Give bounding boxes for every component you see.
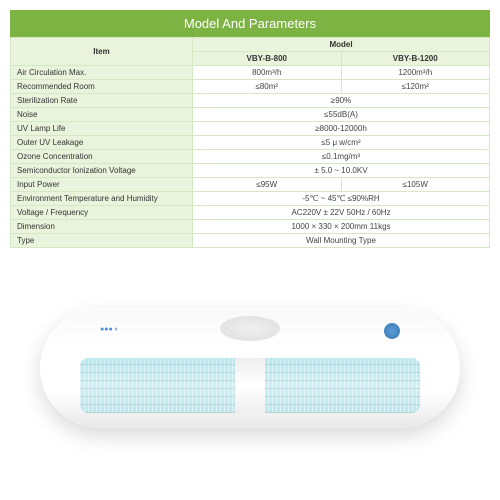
row-value-1: 800m³/h [193,66,341,80]
row-value: AC220V ± 22V 50Hz / 60Hz [193,206,490,220]
row-value-2: ≤105W [341,178,490,192]
row-value: ≤55dB(A) [193,108,490,122]
row-value-1: ≤95W [193,178,341,192]
product-image-area: ●●● ◐ [10,268,490,468]
model-2: VBY-B-1200 [341,52,490,66]
row-value: ≤5 μ w/cm² [193,136,490,150]
row-label: Recommended Room [11,80,193,94]
row-label: Sterilization Rate [11,94,193,108]
table-row: Ozone Concentration≤0.1mg/m³ [11,150,490,164]
table-row: Recommended Room≤80m²≤120m² [11,80,490,94]
parameters-table: Item Model VBY-B-800 VBY-B-1200 Air Circ… [10,37,490,248]
row-label: Air Circulation Max. [11,66,193,80]
table-row: Environment Temperature and Humidity-5℃ … [11,192,490,206]
row-label: Input Power [11,178,193,192]
table-row: Air Circulation Max.800m³/h1200m³/h [11,66,490,80]
row-value-2: ≤120m² [341,80,490,94]
table-row: Noise≤55dB(A) [11,108,490,122]
header-model: Model [193,38,490,52]
table-row: Semiconductor Ionization Voltage± 5.0 ~ … [11,164,490,178]
table-row: TypeWall Mounting Type [11,234,490,248]
model-1: VBY-B-800 [193,52,341,66]
table-row: Sterilization Rate≥90% [11,94,490,108]
row-value: Wall Mounting Type [193,234,490,248]
row-value: ± 5.0 ~ 10.0KV [193,164,490,178]
table-row: Dimension1000 × 330 × 200mm 11kgs [11,220,490,234]
header-item: Item [11,38,193,66]
row-value: ≥8000-12000h [193,122,490,136]
row-label: UV Lamp Life [11,122,193,136]
device-illustration: ●●● ◐ [40,308,460,428]
row-value: ≥90% [193,94,490,108]
row-label: Semiconductor Ionization Voltage [11,164,193,178]
title-bar: Model And Parameters [10,10,490,37]
row-label: Voltage / Frequency [11,206,193,220]
row-label: Environment Temperature and Humidity [11,192,193,206]
row-label: Dimension [11,220,193,234]
row-label: Noise [11,108,193,122]
row-label: Type [11,234,193,248]
row-value: -5℃ ~ 45℃ ≤90%RH [193,192,490,206]
row-value: ≤0.1mg/m³ [193,150,490,164]
table-row: Voltage / FrequencyAC220V ± 22V 50Hz / 6… [11,206,490,220]
row-value: 1000 × 330 × 200mm 11kgs [193,220,490,234]
table-row: Outer UV Leakage≤5 μ w/cm² [11,136,490,150]
row-value-1: ≤80m² [193,80,341,94]
row-value-2: 1200m³/h [341,66,490,80]
device-logo: ●●● ◐ [100,326,119,333]
table-row: Input Power≤95W≤105W [11,178,490,192]
row-label: Outer UV Leakage [11,136,193,150]
row-label: Ozone Concentration [11,150,193,164]
device-badge [384,323,400,339]
table-row: UV Lamp Life≥8000-12000h [11,122,490,136]
